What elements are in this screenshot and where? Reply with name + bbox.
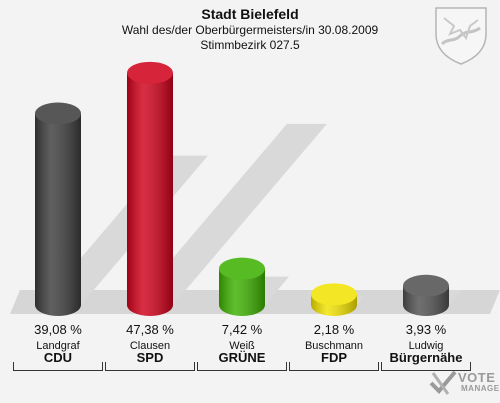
value-label-cdu: 39,08 %	[34, 322, 82, 337]
district-label: Stimmbezirk 027.5	[200, 38, 300, 52]
party-label-gruene: GRÜNE	[218, 350, 266, 365]
bar-top-fdp	[311, 283, 357, 306]
bar-top-cdu	[35, 102, 81, 125]
bar-top-highlight-fdp	[311, 283, 357, 306]
category-bracket	[381, 362, 471, 371]
bar-shading-cdu	[35, 113, 81, 317]
party-label-spd: SPD	[136, 350, 164, 365]
logo-subword: MANAGER	[461, 384, 500, 393]
value-label-buergernaehe: 3,93 %	[405, 322, 447, 337]
bar-shadow-spd	[133, 123, 327, 306]
coat-of-arms-icon	[430, 4, 492, 66]
bar-cdu	[35, 102, 81, 317]
bar-top-buergernaehe	[403, 274, 449, 297]
category-bracket	[197, 362, 287, 371]
party-label-cdu: CDU	[43, 350, 73, 365]
category-bracket	[13, 362, 103, 371]
bar-buergernaehe	[403, 274, 449, 316]
candidate-label-landgraf: Landgraf	[36, 340, 80, 352]
candidate-label-ludwig: Ludwig	[408, 340, 444, 352]
value-label-gruene: 7,42 %	[221, 322, 263, 337]
bar-top-highlight-buergernaehe	[403, 274, 449, 297]
chart-title-block: Stadt Bielefeld Wahl des/der Oberbürgerm…	[0, 6, 500, 53]
candidate-label-weiss: Weiß	[229, 340, 255, 352]
bar-top-highlight-spd	[127, 61, 173, 84]
party-label-buergernaehe: Bürgernähe	[389, 350, 463, 365]
bar-gruene	[219, 257, 265, 316]
bar-top-highlight-gruene	[219, 257, 265, 280]
chart-subtitle: Wahl des/der Oberbürgermeisters/in 30.08…	[121, 23, 379, 37]
candidate-label-clausen: Clausen	[129, 340, 171, 352]
bar-top-spd	[127, 61, 173, 84]
bar-top-gruene	[219, 257, 265, 280]
value-label-fdp: 2,18 %	[313, 322, 355, 337]
value-label-spd: 47,38 %	[126, 322, 174, 337]
bar-shading-spd	[127, 72, 173, 316]
vote-check-icon	[429, 370, 457, 395]
candidate-label-buschmann: Buschmann	[304, 340, 364, 352]
vote-manager-logo: VOTE MANAGER	[428, 368, 500, 398]
bar-top-highlight-cdu	[35, 102, 81, 125]
bar-shading-gruene	[219, 268, 265, 316]
party-label-fdp: FDP	[321, 350, 347, 365]
chart-title: Stadt Bielefeld	[201, 6, 299, 22]
category-bracket	[289, 362, 379, 371]
bar-spd	[127, 61, 173, 316]
category-bracket	[105, 362, 195, 371]
bars	[35, 61, 449, 317]
bar-fdp	[311, 283, 357, 316]
logo-word: VOTE	[458, 370, 496, 385]
